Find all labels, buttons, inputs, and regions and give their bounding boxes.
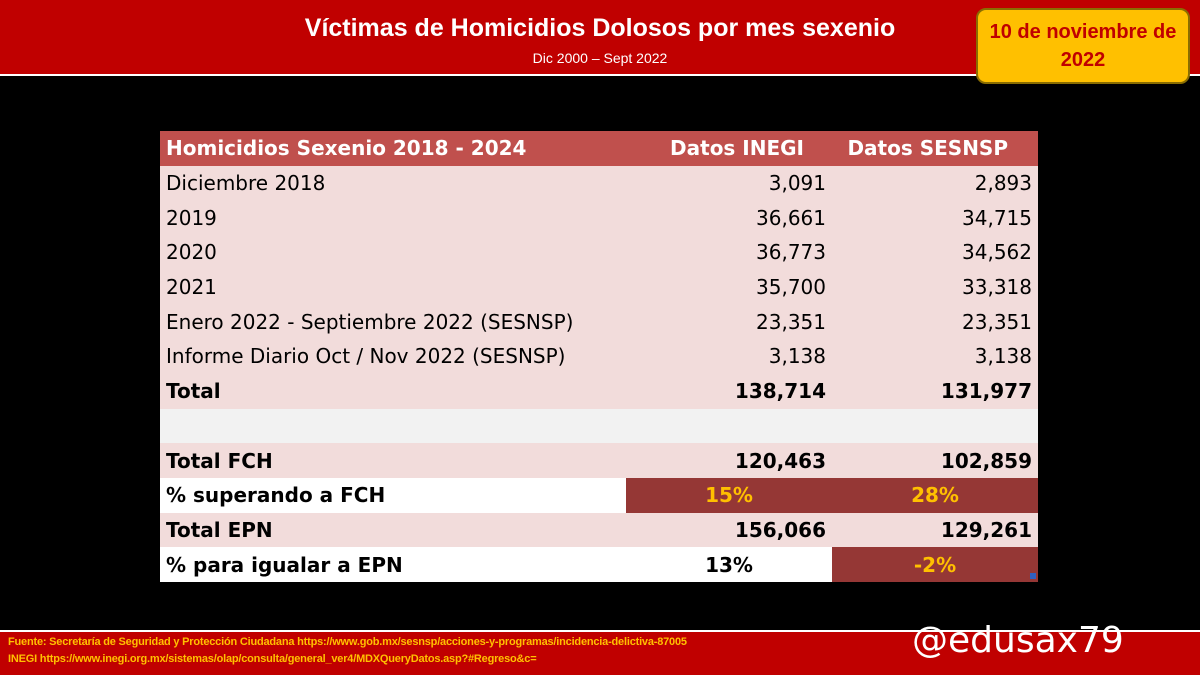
sesnsp-value: 3,138: [832, 339, 1038, 374]
table-row: Informe Diario Oct / Nov 2022 (SESNSP) 3…: [160, 339, 1038, 374]
spacer-row: [160, 408, 1038, 444]
row-label: 2020: [160, 235, 626, 270]
table-header-row: Homicidios Sexenio 2018 - 2024 Datos INE…: [160, 131, 1038, 166]
inegi-value: 138,714: [626, 373, 832, 409]
sesnsp-value: 33,318: [832, 269, 1038, 305]
inegi-value: 36,661: [626, 200, 832, 236]
inegi-value: 120,463: [626, 443, 832, 478]
inegi-value: 13%: [626, 547, 832, 582]
date-badge-line1: 10 de noviembre de: [989, 21, 1177, 43]
inegi-value: 3,091: [626, 165, 832, 201]
row-label: 2019: [160, 200, 626, 236]
table-row: Enero 2022 - Septiembre 2022 (SESNSP) 23…: [160, 304, 1038, 340]
header-sesnsp: Datos SESNSP: [832, 131, 1038, 166]
sesnsp-value: 2,893: [832, 165, 1038, 201]
table-row: 2019 36,661 34,715: [160, 200, 1038, 236]
total-row: Total 138,714 131,977: [160, 373, 1038, 409]
row-label: Total: [160, 373, 626, 409]
row-label: [160, 408, 626, 444]
inegi-value: 36,773: [626, 235, 832, 270]
header-period: Homicidios Sexenio 2018 - 2024: [160, 131, 626, 166]
table-row: 2021 35,700 33,318: [160, 269, 1038, 305]
row-label: Total FCH: [160, 443, 626, 478]
date-badge-line2: 2022: [1060, 49, 1106, 71]
sesnsp-value: -2%: [832, 547, 1038, 582]
sesnsp-value: 34,562: [832, 235, 1038, 270]
row-label: 2021: [160, 269, 626, 305]
pct-epn-row: % para igualar a EPN 13% -2%: [160, 547, 1038, 582]
row-label: Informe Diario Oct / Nov 2022 (SESNSP): [160, 339, 626, 374]
inegi-value: 15%: [626, 477, 832, 513]
table-row: Diciembre 2018 3,091 2,893: [160, 165, 1038, 201]
sesnsp-value: 34,715: [832, 200, 1038, 236]
row-label: % superando a FCH: [160, 477, 626, 513]
inegi-value: 23,351: [626, 304, 832, 340]
source-line-2: INEGI https://www.inegi.org.mx/sistemas/…: [8, 653, 537, 665]
total-fch-row: Total FCH 120,463 102,859: [160, 443, 1038, 478]
source-line-1: Fuente: Secretaría de Seguridad y Protec…: [8, 636, 687, 648]
sesnsp-value: 129,261: [832, 512, 1038, 548]
total-epn-row: Total EPN 156,066 129,261: [160, 512, 1038, 548]
sesnsp-value: 23,351: [832, 304, 1038, 340]
sesnsp-value: [832, 408, 1038, 444]
page-title: Víctimas de Homicidios Dolosos por mes s…: [304, 14, 896, 42]
date-badge: 10 de noviembre de 2022: [976, 8, 1190, 84]
corner-marker: [1030, 573, 1036, 579]
row-label: Enero 2022 - Septiembre 2022 (SESNSP): [160, 304, 626, 340]
row-label: Diciembre 2018: [160, 165, 626, 201]
pct-fch-row: % superando a FCH 15% 28%: [160, 477, 1038, 513]
sesnsp-value: 102,859: [832, 443, 1038, 478]
row-label: % para igualar a EPN: [160, 547, 626, 582]
header-inegi: Datos INEGI: [626, 131, 832, 166]
sesnsp-value: 131,977: [832, 373, 1038, 409]
inegi-value: 156,066: [626, 512, 832, 548]
inegi-value: [626, 408, 832, 444]
footer-banner: [0, 630, 1200, 675]
table-row: 2020 36,773 34,562: [160, 235, 1038, 270]
inegi-value: 3,138: [626, 339, 832, 374]
inegi-value: 35,700: [626, 269, 832, 305]
homicide-table: Homicidios Sexenio 2018 - 2024 Datos INE…: [160, 131, 1038, 582]
social-handle: @edusax79: [912, 620, 1124, 661]
page-subtitle: Dic 2000 – Sept 2022: [532, 50, 668, 66]
sesnsp-value: 28%: [832, 477, 1038, 513]
row-label: Total EPN: [160, 512, 626, 548]
